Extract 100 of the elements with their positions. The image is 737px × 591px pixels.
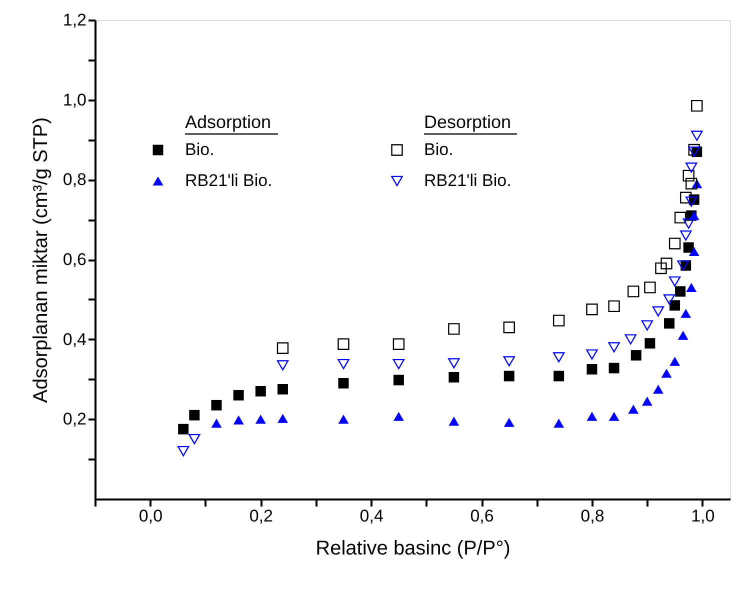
point [688, 144, 700, 156]
point [586, 349, 598, 360]
point [233, 390, 244, 400]
point [630, 350, 642, 361]
point [682, 218, 694, 229]
point [338, 338, 350, 350]
y-tick-label: 0,4 [62, 330, 86, 349]
point [338, 358, 350, 370]
point [668, 276, 681, 287]
point [660, 258, 672, 270]
point [688, 146, 700, 157]
point [641, 320, 654, 331]
point [644, 282, 656, 294]
annotation: Desorption [424, 112, 512, 132]
x-tick-label: 1,0 [691, 506, 715, 526]
point [661, 368, 672, 378]
point [393, 374, 404, 386]
point [586, 364, 598, 375]
point [664, 318, 675, 329]
point [644, 338, 656, 349]
point [552, 314, 565, 326]
point [211, 400, 222, 410]
point [448, 416, 460, 426]
x-tick-label: 0,8 [580, 506, 604, 526]
point [503, 322, 515, 334]
point [504, 418, 514, 427]
legend-label: RB21'li Bio. [185, 171, 272, 190]
point [670, 356, 680, 366]
point [255, 386, 266, 396]
point [678, 330, 688, 340]
point [503, 356, 515, 366]
point [392, 338, 405, 350]
point [677, 260, 689, 271]
point [652, 306, 664, 317]
point [628, 404, 639, 414]
legend-label: Bio. [424, 140, 454, 159]
point [552, 352, 565, 362]
point [338, 414, 349, 424]
point [448, 358, 460, 368]
point [655, 262, 667, 274]
y-tick-label: 0,8 [62, 170, 86, 190]
point [675, 286, 686, 297]
x-tick-label: 0,4 [360, 506, 384, 526]
point [608, 300, 620, 312]
y-tick-label: 0,2 [62, 410, 86, 429]
point [277, 414, 288, 423]
y-tick-label: 1,0 [62, 90, 86, 110]
annotation: Adsorption [185, 112, 272, 132]
point [686, 178, 698, 190]
point [624, 334, 636, 344]
point [680, 192, 692, 204]
point [668, 238, 681, 250]
point [448, 372, 460, 382]
y-axis-title: Adsorplanan miktar (cm³/g STP) [30, 117, 52, 403]
point [652, 384, 664, 394]
x-tick-label: 0,0 [138, 506, 163, 526]
point [189, 410, 200, 420]
legend-label: Bio. [185, 140, 214, 159]
x-axis-title: Relative basinc (P/P°) [316, 538, 510, 560]
point [691, 130, 703, 141]
point [608, 342, 620, 352]
point [586, 412, 598, 421]
point [554, 418, 564, 428]
point [233, 415, 244, 425]
point [392, 358, 405, 370]
point [554, 370, 564, 382]
point [178, 446, 190, 456]
point [211, 418, 222, 428]
point [683, 242, 694, 253]
point [608, 362, 620, 374]
point [680, 230, 692, 241]
x-tick-label: 0,6 [470, 506, 494, 526]
point [642, 396, 652, 406]
point [686, 282, 697, 292]
point [682, 170, 694, 182]
point [674, 212, 686, 224]
legend-label: RB21'li Bio. [424, 171, 512, 190]
y-tick-label: 1,2 [62, 10, 86, 30]
point [663, 294, 676, 305]
point [276, 360, 289, 370]
point [255, 414, 266, 424]
point [680, 308, 692, 318]
point [448, 323, 460, 335]
point [188, 434, 200, 444]
point [276, 342, 289, 354]
point [393, 412, 404, 421]
point [277, 384, 288, 394]
point [608, 412, 620, 421]
point [504, 370, 514, 382]
y-tick-label: 0,6 [62, 250, 86, 269]
point [686, 162, 698, 173]
point [628, 286, 640, 298]
point [586, 304, 598, 316]
point [688, 246, 700, 256]
point [686, 196, 698, 207]
x-tick-label: 0,2 [249, 506, 273, 526]
point [338, 378, 349, 388]
point [670, 300, 680, 311]
point [691, 100, 703, 112]
point [178, 424, 189, 434]
